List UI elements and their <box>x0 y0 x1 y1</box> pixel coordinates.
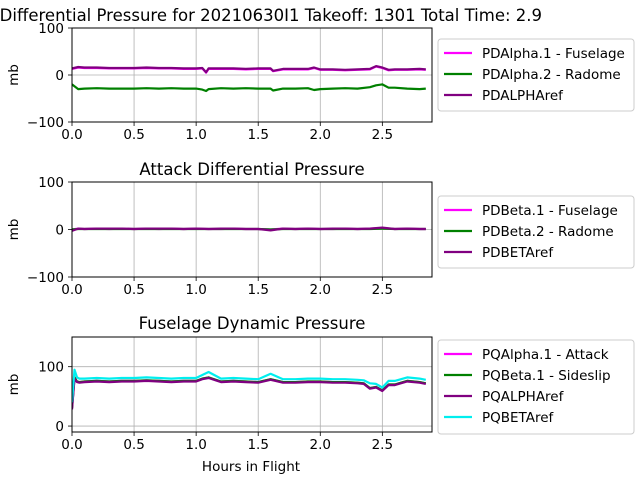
chart-panel-3: 0.0 0.5 1.0 1.5 2.0 2.5 100 0 Fuselage Dynamic P… <box>6 314 635 475</box>
legend-box <box>437 339 635 435</box>
x-tick-label: 2.0 <box>310 282 331 298</box>
x-tick-label: 0.0 <box>61 127 82 143</box>
legend-box <box>437 195 635 269</box>
y-tick-label: 0 <box>55 223 64 239</box>
series-line-3 <box>72 64 426 74</box>
x-tick-label: 2.0 <box>310 437 331 453</box>
series-line-3 <box>72 376 427 410</box>
x-tick-label: 1.5 <box>247 127 268 143</box>
y-tick-label: 0 <box>55 68 64 84</box>
x-tick-label: 2.5 <box>372 282 393 298</box>
chart-panel-2: 0.0 0.5 1.0 1.5 2.0 2.5 100 0 −100 Attack Differe… <box>6 160 635 298</box>
axes-frame <box>71 336 433 433</box>
legend-box <box>437 38 635 112</box>
x-tick-label: 1.0 <box>185 282 206 298</box>
y-tick-label: −100 <box>27 270 64 286</box>
series-line-4 <box>72 368 427 403</box>
legend: PQAlpha.1 - Attack PQBeta.1 - Sideslip PQA… <box>437 339 635 435</box>
legend-entry: PQBeta.1 - Sideslip <box>482 368 611 384</box>
legend-entry: PDALPHAref <box>482 88 564 104</box>
y-axis-label: mb <box>6 374 22 396</box>
x-tick-label: 1.5 <box>247 282 268 298</box>
legend-entry: PDAlpha.1 - Fuselage <box>482 46 625 62</box>
x-tick-label: 1.0 <box>185 127 206 143</box>
legend-entry: PQAlpha.1 - Attack <box>482 347 609 363</box>
y-axis-label: mb <box>6 64 22 86</box>
chart-title: Attack Differential Pressure <box>139 160 364 179</box>
x-tick-label: 2.5 <box>372 127 393 143</box>
y-tick-label: 0 <box>55 419 64 435</box>
y-tick-label: 100 <box>38 175 64 191</box>
y-tick-label: 100 <box>38 21 64 37</box>
axes-frame <box>71 181 433 278</box>
x-tick-label: 0.0 <box>61 437 82 453</box>
x-tick-label: 2.5 <box>372 437 393 453</box>
y-tick-label: −100 <box>27 115 64 131</box>
x-tick-label: 0.5 <box>123 282 144 298</box>
x-tick-label: 1.5 <box>247 437 268 453</box>
x-tick-label: 1.0 <box>185 437 206 453</box>
x-tick-label: 2.0 <box>310 127 331 143</box>
x-tick-label: 0.5 <box>123 437 144 453</box>
chart-title: Fuselage Dynamic Pressure <box>139 314 366 333</box>
legend-entry: PDAlpha.2 - Radome <box>482 67 621 83</box>
legend: PDBeta.1 - Fuselage PDBeta.2 - Radome PDBE… <box>437 195 635 269</box>
legend-entry: PDBeta.1 - Fuselage <box>482 203 618 219</box>
x-tick-label: 0.5 <box>123 127 144 143</box>
chart-panel-1: 0.0 0.5 1.0 1.5 2.0 2.5 100 0 −100 t Differential… <box>0 6 635 143</box>
y-tick-label: 100 <box>38 360 64 376</box>
x-axis-label: Hours in Flight <box>202 459 300 475</box>
legend-entry: PDBETAref <box>482 245 554 261</box>
y-axis-label: mb <box>6 219 22 241</box>
axes-frame <box>71 27 433 123</box>
legend: PDAlpha.1 - Fuselage PDAlpha.2 - Radome PD… <box>437 38 635 112</box>
legend-entry: PDBeta.2 - Radome <box>482 224 614 240</box>
series-line-2 <box>72 83 426 93</box>
x-tick-label: 0.0 <box>61 282 82 298</box>
chart-title: t Differential Pressure for 20210630I1 T… <box>0 6 542 25</box>
legend-entry: PQBETAref <box>482 410 555 426</box>
series-line-3 <box>72 226 426 232</box>
legend-entry: PQALPHAref <box>482 389 565 405</box>
